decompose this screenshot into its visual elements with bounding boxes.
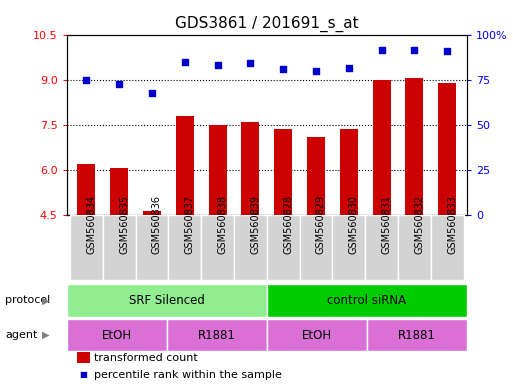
Title: GDS3861 / 201691_s_at: GDS3861 / 201691_s_at	[175, 16, 359, 32]
Text: control siRNA: control siRNA	[327, 294, 406, 307]
Text: ▶: ▶	[42, 295, 50, 306]
Bar	[209, 125, 227, 215]
Bar	[267, 284, 467, 317]
Text: R1881: R1881	[398, 329, 436, 341]
Text: GSM560836: GSM560836	[152, 195, 162, 254]
Text: percentile rank within the sample: percentile rank within the sample	[94, 370, 282, 380]
Text: SRF Silenced: SRF Silenced	[129, 294, 205, 307]
FancyBboxPatch shape	[300, 215, 332, 280]
Bar	[372, 80, 390, 215]
Text: GSM560838: GSM560838	[218, 195, 228, 254]
FancyBboxPatch shape	[201, 215, 234, 280]
FancyBboxPatch shape	[168, 215, 201, 280]
Bar	[143, 210, 161, 215]
Text: EtOH: EtOH	[102, 329, 132, 341]
Bar	[110, 169, 128, 215]
Bar	[267, 319, 367, 351]
Text: agent: agent	[5, 330, 37, 340]
Bar	[405, 78, 423, 215]
FancyBboxPatch shape	[234, 215, 267, 280]
Point	[246, 60, 254, 66]
Text: GSM560834: GSM560834	[86, 195, 96, 254]
Text: GSM560833: GSM560833	[447, 195, 457, 254]
Text: EtOH: EtOH	[302, 329, 332, 341]
Bar	[307, 137, 325, 215]
FancyBboxPatch shape	[431, 215, 464, 280]
Point	[181, 59, 189, 65]
Text: GSM560831: GSM560831	[382, 195, 391, 254]
Point	[148, 90, 156, 96]
Text: protocol: protocol	[5, 295, 50, 306]
Bar	[176, 116, 194, 215]
FancyBboxPatch shape	[267, 215, 300, 280]
Bar	[241, 122, 260, 215]
Text: ▶: ▶	[42, 330, 50, 340]
Point	[82, 77, 90, 83]
Text: GSM560830: GSM560830	[349, 195, 359, 254]
Text: R1881: R1881	[198, 329, 235, 341]
FancyBboxPatch shape	[103, 215, 135, 280]
Bar	[67, 284, 267, 317]
Text: transformed count: transformed count	[94, 353, 198, 362]
Text: GSM560828: GSM560828	[283, 195, 293, 254]
Bar	[167, 319, 267, 351]
Bar	[367, 319, 467, 351]
FancyBboxPatch shape	[332, 215, 365, 280]
Text: GSM560832: GSM560832	[415, 195, 424, 254]
Text: GSM560837: GSM560837	[185, 195, 195, 254]
Text: GSM560839: GSM560839	[250, 195, 261, 254]
Text: GSM560835: GSM560835	[119, 195, 129, 254]
FancyBboxPatch shape	[398, 215, 431, 280]
Point	[115, 81, 123, 87]
FancyBboxPatch shape	[135, 215, 168, 280]
Bar	[340, 129, 358, 215]
Point	[213, 61, 222, 68]
Point	[279, 66, 287, 72]
Bar	[67, 319, 167, 351]
Point	[410, 46, 419, 53]
Point	[345, 65, 353, 71]
FancyBboxPatch shape	[365, 215, 398, 280]
Point	[443, 48, 451, 54]
Point	[312, 68, 320, 74]
Point	[378, 46, 386, 53]
Bar	[77, 164, 95, 215]
Text: ■: ■	[79, 370, 87, 379]
FancyBboxPatch shape	[70, 215, 103, 280]
Bar	[274, 129, 292, 215]
Bar	[438, 83, 456, 215]
Text: GSM560829: GSM560829	[316, 195, 326, 254]
